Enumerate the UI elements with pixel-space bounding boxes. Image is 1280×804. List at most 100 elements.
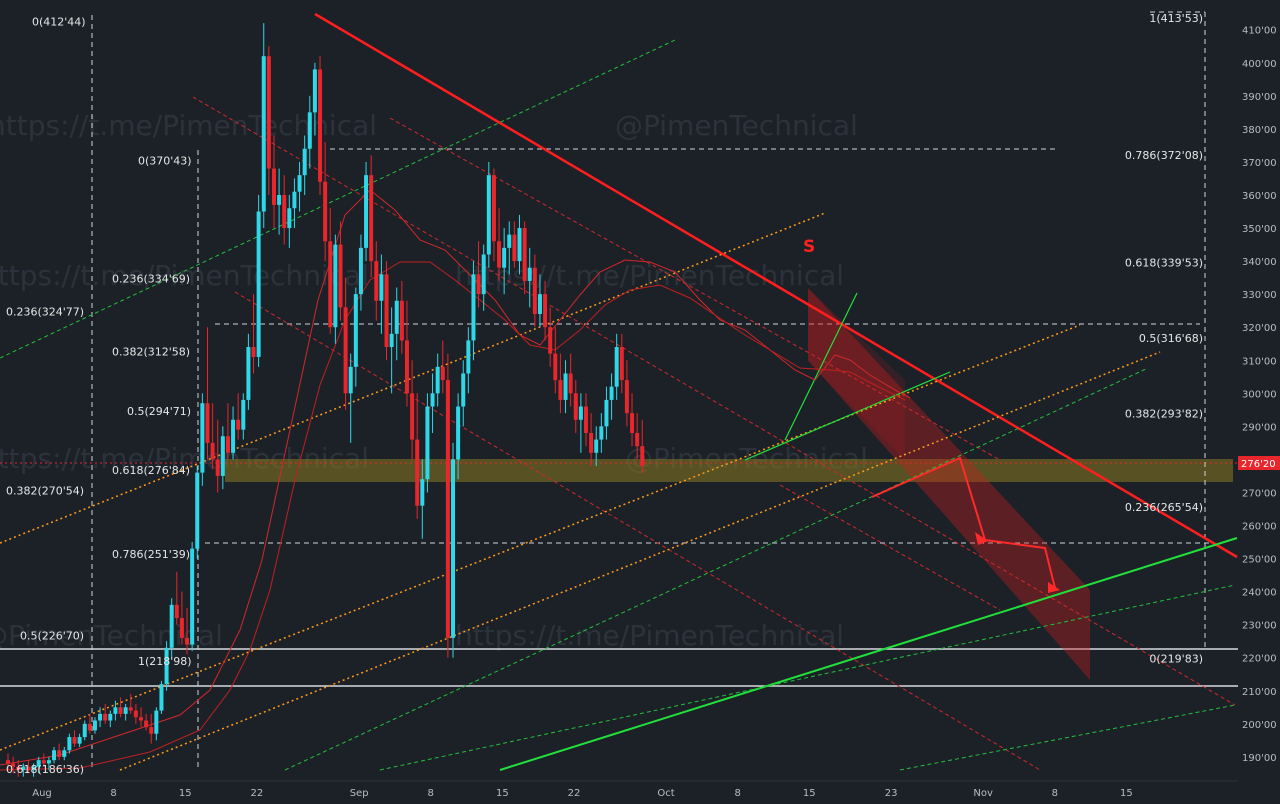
candle-body [6,760,10,764]
red-dashed-2 [234,291,1041,771]
candle-body [277,195,282,205]
candle-body [558,380,563,400]
candle-body [261,56,266,212]
y-tick-label: 310'00 [1242,356,1277,367]
candle-body [169,604,174,648]
y-tick-label: 260'00 [1242,522,1277,533]
candle-body [118,707,123,714]
candle-body [578,406,583,420]
candle-body [297,175,302,192]
current-price-box [1238,456,1280,470]
candle-body [154,710,159,734]
current-price-text: 276'20 [1241,459,1276,470]
candle-body [174,604,179,619]
candle-body [210,442,215,460]
signal-label: S [803,237,815,257]
candle-body [318,69,323,182]
candle-body [348,366,353,394]
candle-body [52,750,57,761]
candle-body [532,267,537,314]
candle-body [466,340,471,374]
fib-label: 0.236(265'54) [1125,501,1203,514]
fib-label: 0.5(316'68) [1139,332,1203,345]
candle-body [159,684,164,711]
x-tick-label: Sep [350,788,369,799]
candle-body [328,241,333,328]
candle-body [537,294,542,314]
x-tick-label: 8 [734,788,740,799]
candle-body [609,386,614,400]
x-tick-label: 23 [885,788,898,799]
fib-label: 0.618(186'36) [6,763,84,776]
x-tick-label: 8 [428,788,434,799]
support-zone [225,459,1233,482]
x-tick-label: Oct [657,788,674,799]
fib-label: 0.5(226'70) [20,630,84,643]
x-tick-label: 22 [568,788,581,799]
candle-body [604,399,609,427]
watermark-url: https://t.me/PimenTechnical [455,619,844,652]
candle-body [614,347,619,387]
candle-body [440,366,445,381]
x-tick-label: 15 [179,788,192,799]
candle-body [149,727,154,734]
candle-body [323,181,328,242]
candles-layer [6,23,645,777]
y-tick-label: 230'00 [1242,621,1277,632]
candle-body [138,717,143,721]
x-axis: Aug 8 15 22 Sep 8 15 22 Oct 8 15 23 Nov 8 15 [32,788,1133,799]
orange-dotted-3 [119,351,1161,771]
candle-body [231,419,236,453]
candle-body [553,353,558,381]
fib-label: 0(219'83) [1149,652,1203,665]
x-tick-label: 8 [110,788,116,799]
x-tick-label: 15 [803,788,816,799]
candle-body [179,618,184,638]
y-tick-label: 370'00 [1242,158,1277,169]
candle-body [640,446,645,467]
candle-body [573,393,578,420]
candle-body [599,426,604,440]
y-tick-label: 320'00 [1242,323,1277,334]
candle-body [619,347,624,381]
candle-body [57,750,62,757]
x-tick-label: 15 [1120,788,1133,799]
x-tick-label: 8 [1052,788,1058,799]
fib-label: 0(412'44) [32,16,86,29]
level-lines [0,11,1240,770]
candle-body [133,710,138,718]
candle-body [98,713,103,721]
watermark-url: https://t.me/PimenTechnical [0,259,369,292]
y-tick-label: 360'00 [1242,191,1277,202]
y-tick-label: 210'00 [1242,687,1277,698]
candle-body [200,403,205,473]
candle-body [287,208,292,229]
candle-body [144,720,149,728]
candle-body [190,548,195,645]
candle-body [36,760,41,767]
wedge-green-upper [784,292,858,441]
fib-label: 0.618(276'84) [112,464,190,477]
candle-body [67,737,72,751]
candle-body [563,373,568,400]
trend-lines [0,12,1238,771]
fib-label: 0.786(251'39) [112,548,190,561]
y-tick-label: 410'00 [1242,26,1277,37]
red-trendline-main [314,12,1238,559]
y-tick-label: 270'00 [1242,488,1277,499]
candle-body [185,637,190,645]
candle-body [543,294,548,328]
candle-body [451,459,456,638]
candle-body [491,175,496,242]
green-dashed-3 [379,584,1236,771]
candle-body [113,707,118,714]
candle-body [236,419,241,430]
candle-body [128,707,133,711]
candle-body [358,247,363,295]
y-tick-label: 290'00 [1242,422,1277,433]
y-tick-label: 300'00 [1242,389,1277,400]
projection-arrow-2 [1048,582,1060,593]
candle-body [420,479,425,506]
candle-body [92,720,97,731]
